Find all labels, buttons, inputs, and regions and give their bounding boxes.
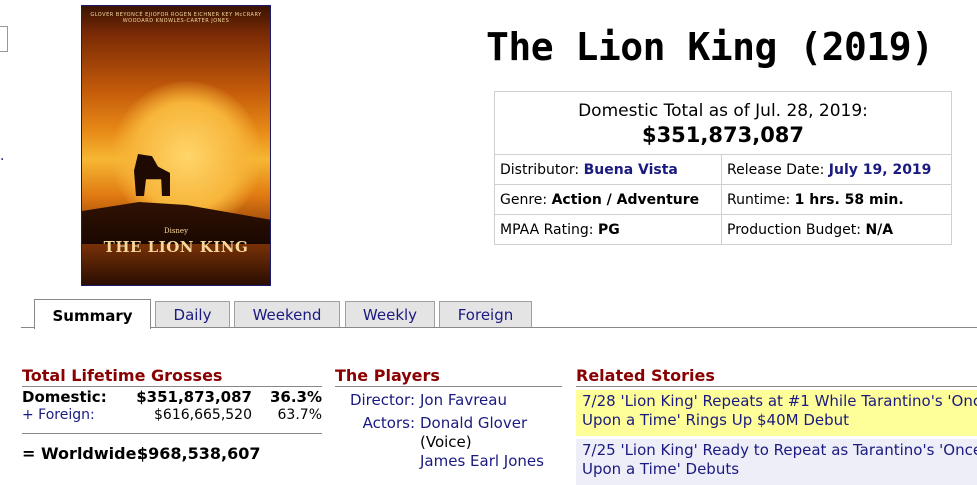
domestic-total-value: $351,873,087 [641,123,805,147]
poster-disney-logo: Disney [163,227,189,235]
actor-link-donald-glover[interactable]: Donald Glover [420,414,528,432]
poster-credits: GLOVER BEYONCÉ EJIOFOR ROGEN EICHNER KEY… [90,12,262,24]
domestic-gross-value: $351,873,087 [136,388,252,406]
runtime-label: Runtime: [727,191,791,208]
left-edge-dot: . [0,148,5,164]
genre-cell: Genre: Action / Adventure [494,184,722,215]
budget-cell: Production Budget: N/A [721,214,952,245]
tab-weekly[interactable]: Weekly [345,301,435,327]
stories-rule [576,386,977,387]
foreign-gross-link[interactable]: + Foreign: [22,407,95,423]
foreign-gross-value: $616,665,520 [154,407,252,423]
director-link[interactable]: Jon Favreau [420,391,507,409]
tab-weekend[interactable]: Weekend [234,301,340,327]
distributor-cell: Distributor: Buena Vista [494,154,722,185]
release-date-link[interactable]: July 19, 2019 [828,161,932,178]
worldwide-gross-value: $968,538,607 [137,444,261,463]
worldwide-rule [22,433,322,434]
actor-voice-note: (Voice) [420,433,472,451]
left-edge-box [0,26,8,52]
release-date-label: Release Date: [727,161,825,178]
page-title: The Lion King (2019) [486,25,934,69]
players-rule [335,386,562,387]
runtime-value: 1 hrs. 58 min. [794,191,904,208]
domestic-total-cell: Domestic Total as of Jul. 28, 2019: $351… [494,91,952,155]
mpaa-label: MPAA Rating: [500,221,594,238]
actor-link-james-earl-jones[interactable]: James Earl Jones [420,452,544,470]
domestic-total-label: Domestic Total as of Jul. 28, 2019: [578,101,868,121]
budget-value: N/A [865,221,894,238]
director-label: Director: [349,391,415,409]
genre-value: Action / Adventure [551,191,700,208]
story-item[interactable]: 7/25 'Lion King' Ready to Repeat as Tara… [576,439,977,485]
actors-label: Actors: [362,414,415,432]
poster-title: THE LION KING [103,238,249,256]
domestic-gross-label: Domestic: [22,388,107,406]
players-title: The Players [335,366,440,385]
domestic-gross-pct: 36.3% [269,388,322,406]
foreign-gross-pct: 63.7% [277,407,322,423]
movie-poster[interactable]: GLOVER BEYONCÉ EJIOFOR ROGEN EICHNER KEY… [81,5,271,286]
story-item[interactable]: 7/28 'Lion King' Repeats at #1 While Tar… [576,390,977,436]
budget-label: Production Budget: [727,221,862,238]
tab-daily[interactable]: Daily [155,301,230,327]
mpaa-value: PG [597,221,620,238]
runtime-cell: Runtime: 1 hrs. 58 min. [721,184,952,215]
distributor-link[interactable]: Buena Vista [583,161,678,178]
genre-label: Genre: [500,191,548,208]
movie-info-table: Domestic Total as of Jul. 28, 2019: $351… [494,91,952,245]
stories-title: Related Stories [576,366,715,385]
grosses-rule [22,386,322,387]
tab-summary[interactable]: Summary [34,299,151,329]
grosses-title: Total Lifetime Grosses [22,366,223,385]
tab-bar-line [21,327,977,328]
worldwide-gross-label: = Worldwide: [22,444,143,463]
release-date-cell: Release Date: July 19, 2019 [721,154,952,185]
tab-foreign[interactable]: Foreign [439,301,532,327]
mpaa-cell: MPAA Rating: PG [494,214,722,245]
distributor-label: Distributor: [500,161,580,178]
